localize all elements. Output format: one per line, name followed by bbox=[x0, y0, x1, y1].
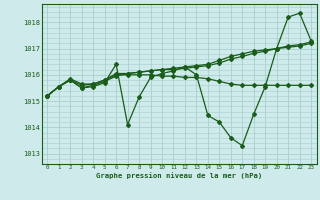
X-axis label: Graphe pression niveau de la mer (hPa): Graphe pression niveau de la mer (hPa) bbox=[96, 172, 262, 179]
